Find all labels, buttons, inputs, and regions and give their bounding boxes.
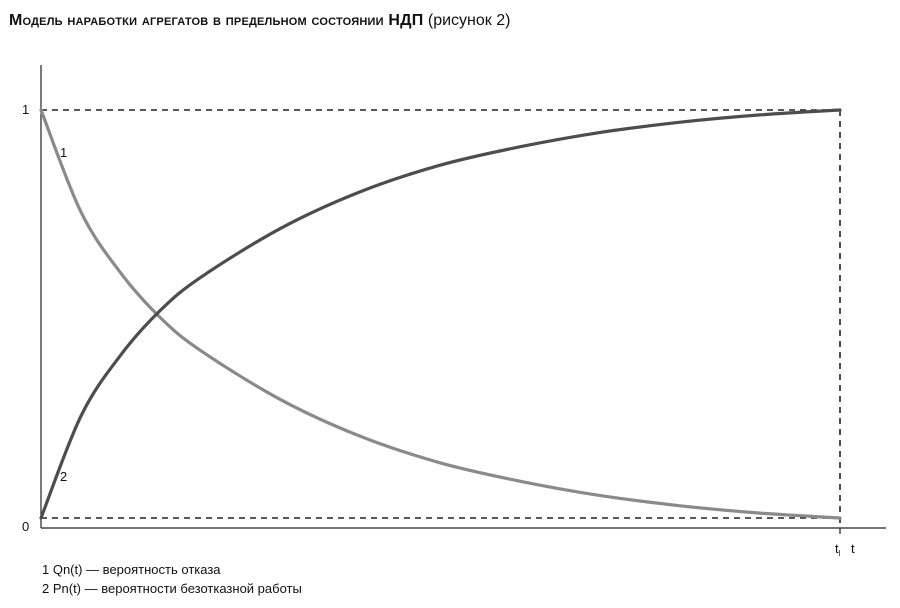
legend: 1 Qn(t) — вероятность отказа 2 Pn(t) — в… — [42, 560, 302, 598]
title-main: Модель наработки агрегатов в предельном … — [9, 12, 424, 29]
x-tick-t: t — [851, 541, 855, 556]
x-tick-tl-sub: l — [839, 549, 841, 558]
x-tick-tl-main: t — [835, 541, 839, 556]
y-tick-1: 1 — [22, 102, 29, 117]
series-1-label: 1 — [60, 145, 67, 160]
title-figure-ref: (рисунок 2) — [427, 12, 511, 29]
legend-item-1: 1 Qn(t) — вероятность отказа — [42, 562, 221, 577]
series-1-line — [39, 108, 842, 520]
legend-item-2: 2 Pn(t) — вероятности безотказной работы — [42, 581, 302, 596]
series-2-label: 2 — [60, 469, 67, 484]
figure-title: Модель наработки агрегатов в предельном … — [9, 12, 510, 30]
series-2-line — [39, 108, 842, 520]
x-tick-tl: tl — [835, 541, 841, 558]
y-tick-0: 0 — [22, 519, 29, 534]
